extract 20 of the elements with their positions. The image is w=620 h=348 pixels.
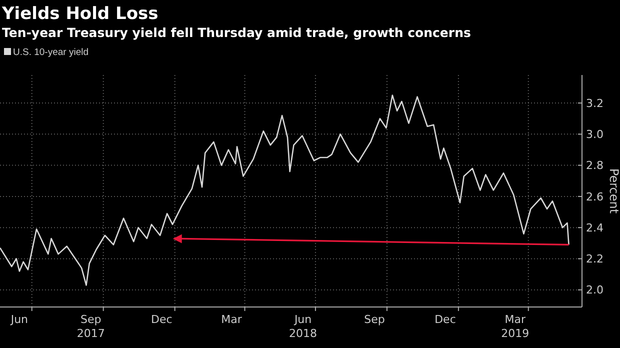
x-tick-label: Jun 2018 — [289, 313, 318, 340]
x-tick-label: Mar — [221, 313, 242, 326]
x-tick-label: Mar 2019 — [501, 313, 530, 340]
legend-label: U.S. 10-year yield — [13, 47, 89, 58]
chart-title: Yields Hold Loss — [1, 4, 158, 24]
x-tick-label: Jun — [10, 313, 28, 326]
line-series — [0, 94, 570, 286]
y-tick-label: 3.0 — [586, 128, 604, 142]
x-tick-label: Dec — [150, 313, 172, 326]
y-tick-label: 2.2 — [586, 252, 604, 266]
y-tick-label: 2.4 — [586, 221, 604, 234]
x-tick-label: Dec — [434, 313, 456, 326]
y-tick-label: 2.0 — [586, 284, 604, 297]
chart-subtitle: Ten-year Treasury yield fell Thursday amid trade, growth concerns — [2, 25, 471, 40]
y-tick-label: 3.2 — [586, 96, 604, 110]
y-tick-label: 2.6 — [586, 190, 604, 204]
y-tick-label: 2.8 — [586, 159, 604, 172]
x-tick-label: Sep — [364, 313, 385, 326]
x-tick-label: Sep 2017 — [76, 313, 105, 340]
y-axis-title: Percent — [607, 168, 620, 214]
